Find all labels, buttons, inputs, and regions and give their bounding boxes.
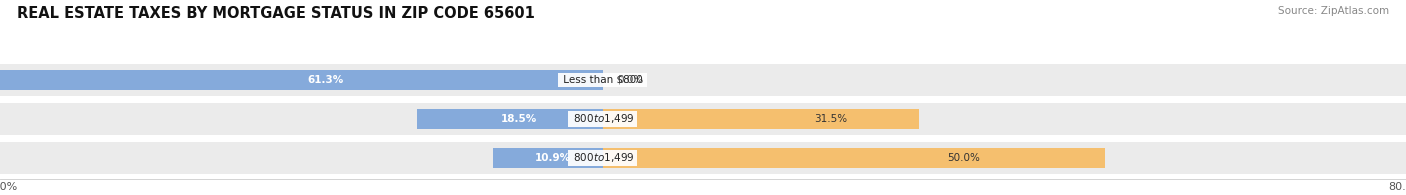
Bar bbox=[0, 70, 603, 90]
Text: Less than $800: Less than $800 bbox=[560, 75, 645, 85]
Bar bbox=[494, 148, 603, 168]
Text: $800 to $1,499: $800 to $1,499 bbox=[569, 152, 636, 164]
Bar bbox=[603, 148, 1105, 168]
Text: 0.0%: 0.0% bbox=[617, 75, 644, 85]
Text: REAL ESTATE TAXES BY MORTGAGE STATUS IN ZIP CODE 65601: REAL ESTATE TAXES BY MORTGAGE STATUS IN … bbox=[17, 6, 534, 21]
Bar bbox=[0, 103, 1406, 135]
Text: Source: ZipAtlas.com: Source: ZipAtlas.com bbox=[1278, 6, 1389, 16]
Text: $800 to $1,499: $800 to $1,499 bbox=[569, 113, 636, 125]
Text: 31.5%: 31.5% bbox=[814, 114, 846, 124]
Bar bbox=[416, 109, 603, 129]
Bar bbox=[0, 64, 1406, 96]
Text: 61.3%: 61.3% bbox=[308, 75, 343, 85]
Text: 10.9%: 10.9% bbox=[536, 153, 571, 163]
Bar bbox=[603, 109, 920, 129]
Bar bbox=[0, 142, 1406, 174]
Text: 18.5%: 18.5% bbox=[501, 114, 537, 124]
Text: 50.0%: 50.0% bbox=[948, 153, 980, 163]
